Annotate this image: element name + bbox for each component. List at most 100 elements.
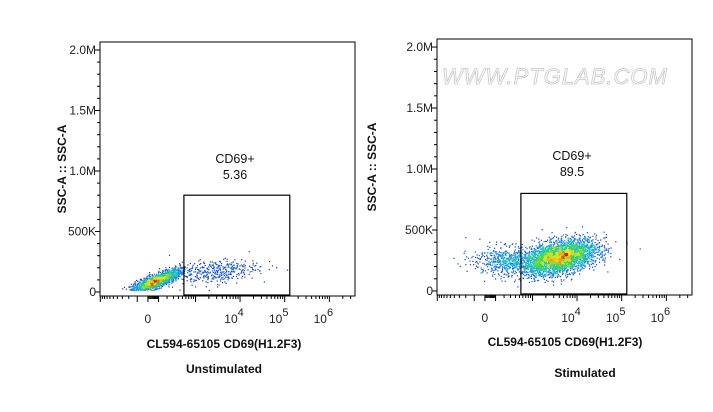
data-point	[543, 255, 546, 257]
data-point	[166, 270, 168, 272]
data-point	[168, 254, 171, 256]
data-point	[561, 240, 563, 242]
data-point	[166, 282, 169, 284]
data-point	[584, 239, 587, 242]
data-point	[242, 265, 244, 267]
data-point	[604, 264, 606, 266]
data-point	[514, 261, 516, 263]
data-point	[207, 275, 209, 278]
data-point	[157, 273, 159, 275]
data-point	[566, 256, 568, 258]
data-point	[562, 261, 564, 263]
data-point	[219, 275, 221, 277]
data-point	[146, 275, 148, 277]
data-point	[570, 268, 572, 270]
data-point	[553, 270, 555, 273]
data-point	[538, 262, 540, 264]
data-point	[585, 251, 587, 253]
data-point	[557, 239, 559, 241]
data-point	[554, 269, 556, 271]
data-point	[167, 272, 170, 274]
data-point	[574, 262, 576, 265]
data-point	[539, 244, 541, 246]
data-point	[572, 274, 574, 276]
data-point	[543, 249, 545, 251]
data-point	[594, 246, 596, 248]
data-point	[184, 275, 186, 277]
data-point	[230, 263, 232, 266]
data-point	[576, 239, 578, 241]
data-point	[553, 274, 555, 276]
data-point	[142, 289, 144, 291]
data-point	[160, 275, 162, 277]
data-point	[150, 278, 153, 280]
data-point	[580, 265, 582, 267]
data-point	[538, 275, 540, 277]
data-point	[153, 289, 155, 291]
data-point	[157, 280, 159, 282]
data-point	[184, 266, 186, 268]
data-point	[562, 244, 564, 246]
data-point	[565, 246, 567, 248]
data-point	[584, 256, 586, 258]
data-point	[601, 245, 603, 247]
data-point	[174, 267, 176, 269]
data-point	[217, 264, 219, 266]
data-point	[584, 265, 586, 267]
data-point	[536, 270, 539, 272]
data-point	[583, 257, 585, 259]
data-point	[605, 241, 607, 243]
data-point	[554, 259, 556, 261]
data-point	[584, 239, 586, 241]
data-point	[159, 271, 161, 274]
data-point	[147, 287, 149, 289]
data-point	[542, 268, 544, 270]
data-point	[610, 247, 612, 249]
data-point	[592, 260, 594, 262]
data-point	[578, 243, 580, 245]
data-point	[596, 254, 599, 256]
data-point	[550, 246, 552, 249]
data-point	[545, 274, 547, 276]
watermark: WWW.PTGLAB.COM	[442, 64, 668, 89]
data-point	[548, 267, 550, 270]
data-point	[237, 277, 239, 280]
data-point	[172, 279, 174, 281]
data-point	[148, 281, 150, 283]
data-point	[535, 245, 537, 247]
data-point	[577, 246, 579, 248]
data-point	[567, 246, 569, 248]
data-point	[153, 287, 155, 289]
data-point	[558, 263, 561, 265]
data-point	[571, 257, 573, 259]
data-point	[599, 246, 601, 248]
data-point	[162, 285, 164, 287]
data-point	[556, 272, 559, 274]
data-point	[592, 239, 594, 241]
data-point	[539, 271, 541, 273]
data-point	[221, 262, 223, 265]
data-point	[175, 266, 177, 268]
data-point	[225, 274, 228, 276]
data-point	[133, 284, 135, 286]
data-point	[257, 268, 259, 270]
data-point	[213, 262, 215, 264]
data-point	[215, 273, 217, 275]
data-point	[220, 278, 222, 280]
data-point	[158, 274, 160, 276]
data-point	[541, 255, 543, 258]
data-point	[562, 273, 564, 275]
data-point	[592, 235, 594, 237]
data-point	[191, 284, 193, 286]
data-point	[580, 254, 582, 256]
data-point	[534, 276, 536, 278]
data-point	[551, 245, 553, 247]
data-point	[147, 283, 149, 285]
data-point	[175, 275, 177, 277]
data-point	[601, 252, 603, 254]
data-point	[560, 249, 563, 252]
data-point	[544, 262, 546, 264]
data-point	[551, 247, 553, 250]
data-point	[160, 287, 162, 289]
data-point	[556, 254, 558, 256]
